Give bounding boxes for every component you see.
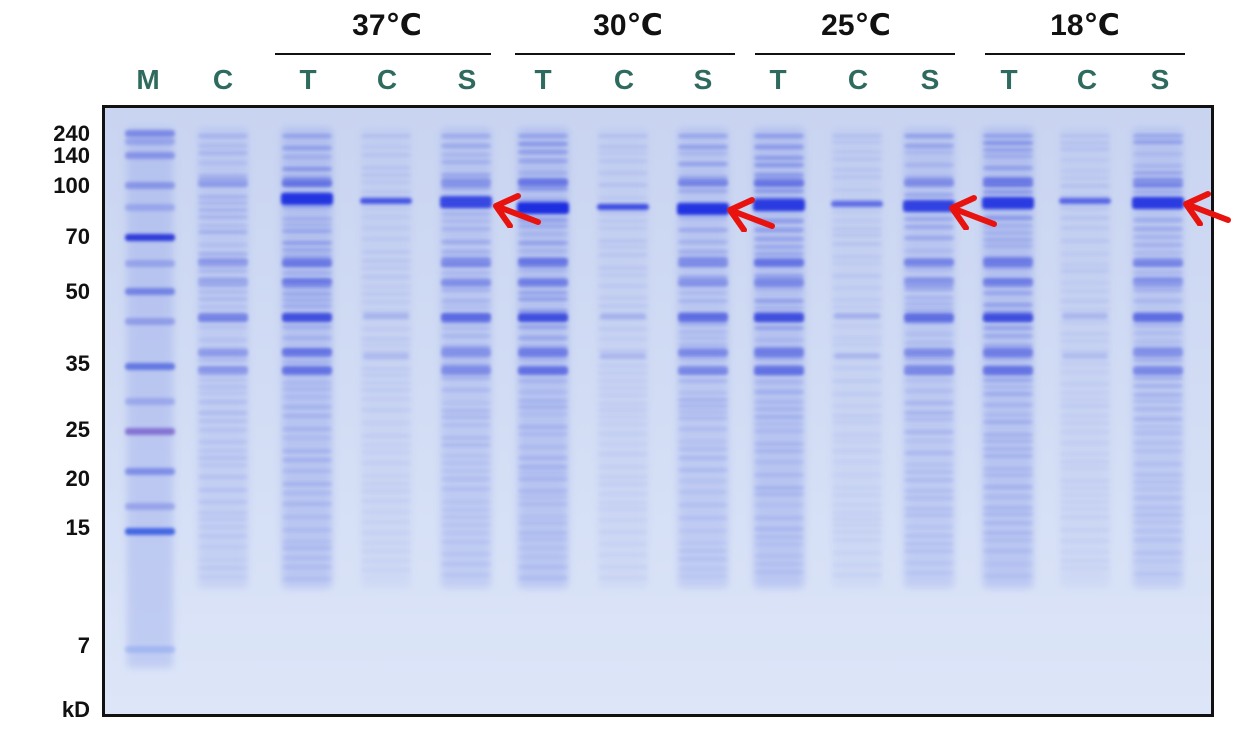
mw-label-140: 140 [53,143,90,168]
mw-label-70: 70 [65,224,90,249]
lane-label-30-c: C [613,64,635,95]
lane-label-37-c: C [376,64,398,95]
red-arrow-icon [949,195,997,230]
red-arrow-icon [493,193,541,228]
lane-label-18-soluble: S [1150,64,1170,95]
lane-label-18-c: C [1076,64,1098,95]
lane-label-control: C [212,64,234,95]
lane-label-25-total: T [769,64,787,95]
mw-label-15: 15 [65,515,90,540]
temp-label-30: 30℃ [593,9,663,42]
lane-label-marker: M [136,64,160,95]
lane-label-18-total: T [1000,64,1018,95]
red-arrow-icon [1183,191,1231,226]
mw-label-25: 25 [65,417,90,442]
temp-group-line-37 [275,53,491,55]
lane-label-30-soluble: S [693,64,713,95]
temp-group-line-18 [985,53,1185,55]
mw-label-240: 240 [53,121,90,146]
red-arrow-icon [727,197,775,232]
temp-label-25: 25℃ [821,9,891,42]
temp-group-line-30 [515,53,735,55]
temp-label-18: 18℃ [1050,9,1120,42]
lane-label-37-total: T [299,64,317,95]
temp-label-37: 37℃ [352,9,422,42]
gel-image [102,105,1214,717]
lane-label-25-soluble: S [920,64,940,95]
lane-label-37-soluble: S [457,64,477,95]
temp-group-line-25 [755,53,955,55]
gel-lanes-drawing [105,108,1211,714]
mw-label-7: 7 [77,633,90,658]
lane-label-25-c: C [847,64,869,95]
mw-label-20: 20 [65,466,90,491]
mw-label-50: 50 [65,279,90,304]
mw-label-100: 100 [53,173,90,198]
lane-label-30-total: T [534,64,552,95]
mw-label-35: 35 [65,351,90,376]
unit-label-kd: kD [61,697,90,722]
